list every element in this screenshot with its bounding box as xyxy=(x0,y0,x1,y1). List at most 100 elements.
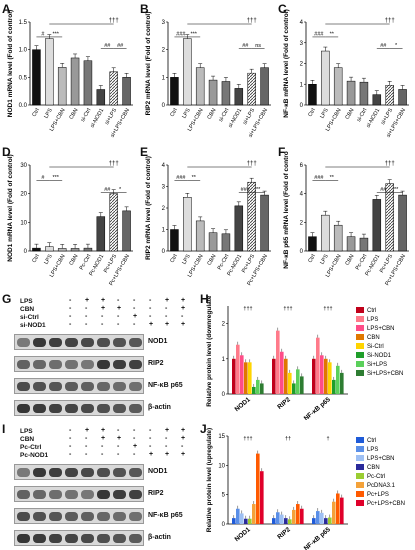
condition-label: CBN xyxy=(20,306,35,313)
treatment-sign: - xyxy=(165,435,168,442)
protein-band xyxy=(33,338,46,347)
protein-band xyxy=(65,382,78,391)
protein-band xyxy=(113,382,126,391)
bar xyxy=(276,512,280,524)
bar xyxy=(234,88,244,106)
bar xyxy=(359,237,369,252)
treatment-sign: + xyxy=(149,321,154,328)
treatment-sign: - xyxy=(133,427,136,434)
bar xyxy=(372,94,382,106)
condition-label: LPS xyxy=(20,298,33,305)
panel-label-j: J xyxy=(200,422,207,436)
blot-strip xyxy=(14,378,144,394)
protein-band xyxy=(81,382,94,391)
y-tick-label: 6 xyxy=(300,163,304,169)
bar xyxy=(288,519,292,524)
protein-band xyxy=(129,404,142,413)
treatment-sign: - xyxy=(85,321,88,328)
legend-swatch xyxy=(356,307,364,313)
bar xyxy=(183,197,192,252)
protein-band xyxy=(65,512,78,521)
bar xyxy=(321,50,330,106)
legend-label: Pc-Ctrl xyxy=(367,474,385,480)
treatment-sign: - xyxy=(165,313,168,320)
protein-band xyxy=(17,404,30,413)
x-tick-label: LPS xyxy=(181,253,192,265)
protein-band xyxy=(81,338,94,347)
western-blot-i: LPS - + + - - - + + CBN - - + + - - - + Pc-Ctrl - - - - + - - - Pc-… xyxy=(14,422,200,550)
sig-mark: ns xyxy=(255,43,261,49)
protein-band xyxy=(129,468,142,477)
y-tick-label: 2 xyxy=(222,322,226,328)
sig-mark: ## xyxy=(117,43,124,49)
bar xyxy=(336,493,340,524)
treatment-sign: - xyxy=(85,435,88,442)
blot-strip xyxy=(14,464,144,480)
bar xyxy=(248,518,252,524)
legend-label: Si+LPS+CBN xyxy=(367,371,403,377)
protein-label: RIP2 xyxy=(148,360,164,367)
bar xyxy=(244,362,248,394)
panel-label-h: H xyxy=(200,292,209,306)
sig-mark: ††† xyxy=(109,161,119,167)
group-label: NF-κB p65 xyxy=(303,396,332,420)
x-tick-label: LPS xyxy=(181,107,192,119)
legend-label: LPS xyxy=(367,317,378,323)
y-tick-label: 1.0 xyxy=(19,48,28,54)
bar xyxy=(300,508,304,524)
treatment-sign: - xyxy=(133,435,136,442)
sig-mark: ** xyxy=(394,187,399,193)
bar-chart-d: NOD1 mRNA level (Fold of control) 0 10 20 30… xyxy=(7,154,133,287)
protein-band xyxy=(65,534,78,543)
x-tick-label: LPS xyxy=(43,253,54,265)
sig-mark: ## xyxy=(242,43,249,49)
protein-band xyxy=(113,490,126,499)
treatment-sign: - xyxy=(117,443,120,450)
treatment-sign: - xyxy=(181,443,184,450)
protein-label: NOD1 xyxy=(148,468,168,475)
legend-label: Ctrl xyxy=(367,438,376,444)
x-tick-label: Ctrl xyxy=(169,108,178,118)
y-tick-label: 1 xyxy=(162,228,166,234)
protein-band xyxy=(113,404,126,413)
sig-mark: ††† xyxy=(247,18,257,24)
sig-mark: *** xyxy=(191,31,198,37)
y-tick-label: 0 xyxy=(300,249,304,255)
y-tick-label: 4 xyxy=(162,163,166,169)
y-tick-label: 30 xyxy=(20,163,27,169)
sig-mark: ## xyxy=(380,187,387,193)
bar xyxy=(232,518,236,524)
protein-label: β-actin xyxy=(148,404,171,411)
bar xyxy=(252,386,256,394)
protein-band xyxy=(49,534,62,543)
bar xyxy=(232,358,236,394)
protein-band xyxy=(33,360,46,369)
legend-swatch xyxy=(356,491,364,497)
panel-label-b: B xyxy=(140,2,149,16)
sig-mark: ### xyxy=(241,187,251,193)
sig-mark: ### xyxy=(314,31,324,37)
y-tick-label: 0 xyxy=(222,522,226,528)
blot-strip xyxy=(14,530,144,546)
treatment-sign: - xyxy=(85,305,88,312)
bar xyxy=(328,517,332,524)
blot-strip xyxy=(14,486,144,502)
legend-swatch xyxy=(356,437,364,443)
bar xyxy=(221,233,231,252)
bar xyxy=(240,513,244,524)
x-tick-label: LPS xyxy=(319,107,330,119)
y-axis-label: NOD1 mRNA level (Fold of control) xyxy=(7,154,14,261)
bar xyxy=(398,194,407,252)
sig-mark: * xyxy=(119,187,122,193)
legend-label: Pc+LPS xyxy=(367,492,389,498)
protein-label: NF-κB p65 xyxy=(148,382,183,389)
protein-band xyxy=(65,490,78,499)
bar xyxy=(57,67,67,106)
protein-band xyxy=(33,468,46,477)
x-tick-label: CBN xyxy=(69,254,80,267)
bar xyxy=(316,511,320,524)
treatment-sign: - xyxy=(117,427,120,434)
bar xyxy=(96,216,106,252)
bar xyxy=(195,67,205,106)
protein-band xyxy=(129,534,142,543)
